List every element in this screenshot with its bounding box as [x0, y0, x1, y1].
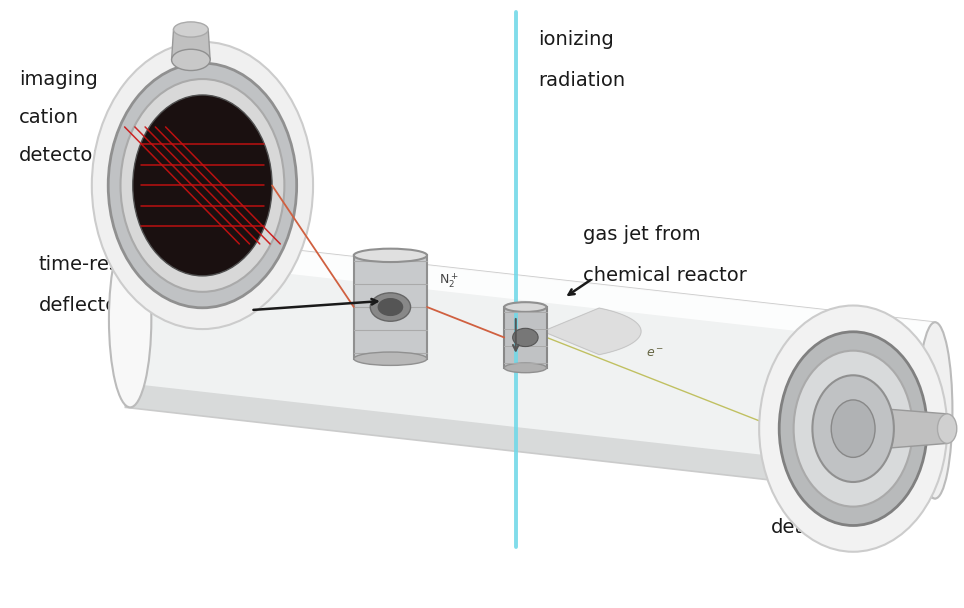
Text: imaging: imaging — [771, 435, 850, 455]
Ellipse shape — [918, 322, 952, 499]
Polygon shape — [125, 231, 935, 499]
Ellipse shape — [937, 414, 956, 443]
Ellipse shape — [513, 328, 538, 347]
Text: radiation: radiation — [538, 71, 625, 91]
Ellipse shape — [109, 231, 151, 407]
Polygon shape — [543, 308, 641, 354]
Ellipse shape — [133, 95, 272, 276]
Text: cation: cation — [19, 108, 79, 127]
Ellipse shape — [92, 42, 313, 329]
Text: ionizing: ionizing — [538, 30, 614, 49]
Ellipse shape — [813, 375, 894, 482]
Ellipse shape — [354, 352, 427, 365]
Text: imaging: imaging — [19, 69, 98, 89]
Text: electron: electron — [771, 477, 851, 496]
Ellipse shape — [174, 22, 208, 37]
Text: detector: detector — [19, 146, 102, 165]
Text: gas jet from: gas jet from — [583, 224, 701, 244]
Polygon shape — [125, 383, 935, 499]
Ellipse shape — [370, 293, 411, 321]
Polygon shape — [354, 255, 427, 359]
Text: detector: detector — [771, 518, 854, 537]
Polygon shape — [172, 29, 210, 60]
Polygon shape — [875, 408, 947, 449]
Ellipse shape — [779, 332, 927, 525]
Ellipse shape — [108, 63, 297, 308]
Ellipse shape — [831, 400, 875, 457]
Ellipse shape — [120, 79, 284, 292]
Polygon shape — [504, 307, 547, 368]
Text: time-resolved: time-resolved — [39, 255, 173, 274]
Ellipse shape — [760, 305, 948, 552]
Polygon shape — [125, 231, 935, 347]
Ellipse shape — [793, 351, 913, 506]
Ellipse shape — [504, 302, 547, 312]
Text: e$^-$: e$^-$ — [646, 347, 664, 361]
Ellipse shape — [504, 363, 547, 373]
Ellipse shape — [378, 298, 403, 316]
Ellipse shape — [172, 49, 210, 71]
Text: deflector: deflector — [39, 296, 126, 316]
Text: chemical reactor: chemical reactor — [583, 266, 747, 285]
Text: N$_2^+$: N$_2^+$ — [439, 272, 458, 290]
Ellipse shape — [354, 249, 427, 262]
